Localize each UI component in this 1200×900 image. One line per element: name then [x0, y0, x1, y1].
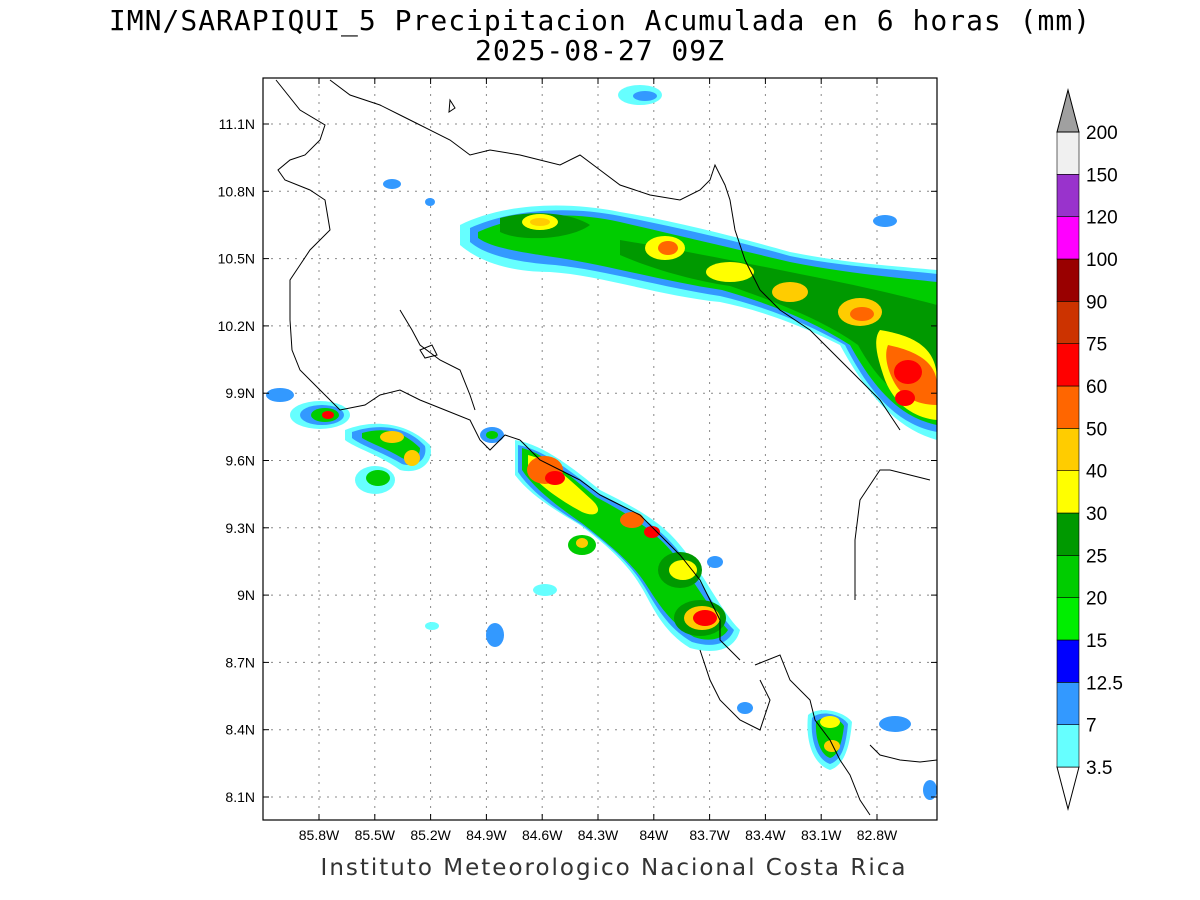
colorbar-label: 60: [1086, 377, 1107, 398]
colorbar-label: 100: [1086, 250, 1118, 271]
longitude-axis: 85.8W 85.5W 85.2W 84.9W 84.6W 84.3W 84W 83.7W 83…: [299, 78, 898, 843]
colorbar-label: 75: [1086, 335, 1107, 356]
colorbar-swatch: [1056, 385, 1080, 429]
lat-tick-label: 9.9N: [225, 385, 255, 401]
lat-tick-label: 8.7N: [225, 654, 255, 670]
lon-tick-label: 84.3W: [578, 827, 619, 843]
lon-tick-label: 84W: [639, 827, 669, 843]
lat-tick-label: 10.5N: [218, 251, 255, 267]
colorbar-swatch: [1056, 174, 1080, 217]
lon-tick-label: 85.5W: [355, 827, 396, 843]
lon-tick-label: 85.2W: [410, 827, 451, 843]
colorbar-label: 200: [1086, 123, 1118, 144]
lon-tick-label: 83.1W: [801, 827, 842, 843]
colorbar-swatch: [1056, 597, 1080, 641]
lat-tick-label: 10.2N: [218, 318, 255, 334]
lon-tick-label: 84.9W: [466, 827, 507, 843]
colorbar-label: 25: [1086, 546, 1107, 567]
lat-tick-label: 8.4N: [225, 722, 255, 738]
lat-tick-label: 9.3N: [225, 520, 255, 536]
colorbar-swatch: [1056, 428, 1080, 471]
lat-tick-label: 9.6N: [225, 453, 255, 469]
colorbar-swatch: [1056, 343, 1080, 387]
colorbar-label: 3.5: [1086, 758, 1112, 779]
colorbar: 3.5 7 12.5 15 20 25 30 40 50 60 75 90 100 120 150 200: [1056, 88, 1123, 811]
colorbar-swatch: [1056, 216, 1080, 260]
colorbar-label: 150: [1086, 165, 1118, 186]
lon-tick-label: 82.8W: [857, 827, 898, 843]
colorbar-lower-arrow: [1056, 766, 1080, 811]
colorbar-label: 30: [1086, 504, 1107, 525]
colorbar-label: 12.5: [1086, 673, 1123, 694]
lat-tick-label: 8.1N: [225, 789, 255, 805]
colorbar-label: 90: [1086, 292, 1107, 313]
lat-tick-label: 10.8N: [218, 183, 255, 199]
colorbar-label: 15: [1086, 631, 1107, 652]
colorbar-swatch: [1056, 470, 1080, 514]
coastline: [275, 79, 937, 816]
lon-tick-label: 83.4W: [745, 827, 786, 843]
lon-tick-label: 85.8W: [299, 827, 340, 843]
colorbar-label: 7: [1086, 716, 1097, 737]
colorbar-swatch: [1056, 724, 1080, 768]
colorbar-swatch: [1056, 258, 1080, 302]
precipitation-field: [266, 85, 937, 800]
colorbar-swatch: [1056, 639, 1080, 683]
lon-tick-label: 83.7W: [689, 827, 730, 843]
lat-tick-label: 11.1N: [219, 116, 255, 132]
lon-tick-label: 84.6W: [522, 827, 563, 843]
colorbar-label: 40: [1086, 462, 1107, 483]
colorbar-label: 120: [1086, 208, 1118, 229]
colorbar-upper-arrow: [1056, 88, 1080, 133]
lat-tick-label: 9N: [237, 587, 255, 603]
colorbar-swatch: [1056, 301, 1080, 344]
colorbar-swatch: [1056, 682, 1080, 725]
footer-credit: Instituto Meteorologico Nacional Costa R…: [320, 855, 908, 881]
map-frame: [262, 77, 938, 821]
colorbar-swatch: [1056, 131, 1080, 175]
latitude-axis: 8.1N 8.4N 8.7N 9N 9.3N 9.6N 9.9N 10.2N 10.5N 10.8…: [218, 116, 937, 805]
map-valid-time: 2025-08-27 09Z: [474, 34, 725, 67]
colorbar-swatch: [1056, 512, 1080, 556]
colorbar-label: 20: [1086, 589, 1107, 610]
colorbar-swatch: [1056, 555, 1080, 598]
colorbar-label: 50: [1086, 419, 1107, 440]
map-title: IMN/SARAPIQUI_5 Precipitacion Acumulada …: [108, 4, 1092, 37]
